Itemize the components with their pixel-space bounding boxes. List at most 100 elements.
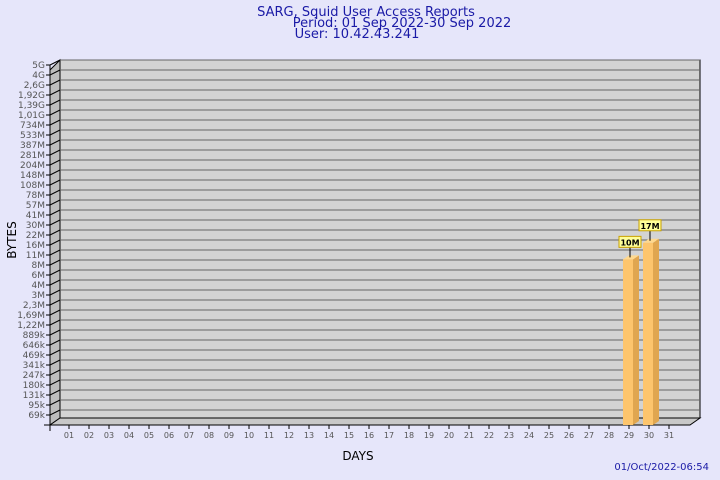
x-tick-label: 17 bbox=[384, 431, 394, 440]
x-tick-label: 01 bbox=[64, 431, 74, 440]
y-tick-diagonal bbox=[49, 179, 61, 186]
y-tick-diagonal bbox=[49, 59, 61, 66]
y-tick-label: 3M bbox=[32, 291, 46, 301]
y-tick-diagonal bbox=[49, 89, 61, 96]
y-tick-diagonal bbox=[49, 309, 61, 316]
x-tick-label: 22 bbox=[484, 431, 494, 440]
y-tick-diagonal bbox=[49, 329, 61, 336]
y-tick-label: 889k bbox=[23, 331, 46, 341]
timestamp: 01/Oct/2022-06:54 bbox=[614, 462, 709, 473]
y-tick-diagonal bbox=[49, 269, 61, 276]
y-tick-diagonal bbox=[49, 369, 61, 376]
bar-value-label: 10M bbox=[620, 238, 639, 247]
y-tick-label: 1,22M bbox=[17, 321, 45, 331]
y-tick-label: 57M bbox=[26, 201, 45, 211]
y-tick-diagonal bbox=[49, 159, 61, 166]
x-tick-label: 21 bbox=[464, 431, 474, 440]
y-tick-label: 281M bbox=[20, 151, 45, 161]
x-axis-label: DAYS bbox=[342, 449, 373, 463]
x-tick-label: 30 bbox=[644, 431, 654, 440]
y-tick-label: 4M bbox=[32, 281, 46, 291]
y-tick-label: 6M bbox=[32, 271, 46, 281]
y-tick-diagonal bbox=[49, 149, 61, 156]
y-tick-diagonal bbox=[49, 289, 61, 296]
y-tick-diagonal bbox=[49, 409, 61, 416]
plot-floor bbox=[48, 417, 702, 426]
y-tick-label: 69k bbox=[28, 411, 45, 421]
y-tick-diagonal bbox=[49, 69, 61, 76]
y-tick-label: 108M bbox=[20, 181, 45, 191]
y-tick-diagonal bbox=[49, 239, 61, 246]
x-tick-label: 13 bbox=[304, 431, 314, 440]
y-tick-label: 78M bbox=[26, 191, 45, 201]
y-tick-label: 387M bbox=[20, 141, 45, 151]
y-tick-label: 41M bbox=[26, 211, 45, 221]
y-tick-diagonal bbox=[49, 139, 61, 146]
y-tick-label: 148M bbox=[20, 171, 45, 181]
x-tick-label: 28 bbox=[604, 431, 614, 440]
y-tick-label: 646k bbox=[23, 341, 46, 351]
bar-side bbox=[653, 238, 659, 425]
plot-area bbox=[59, 59, 701, 419]
y-tick-label: 1,39G bbox=[18, 101, 45, 111]
y-tick-diagonal bbox=[49, 219, 61, 226]
y-tick-diagonal bbox=[49, 279, 61, 286]
y-tick-label: 469k bbox=[23, 351, 46, 361]
chart-user: User: 10.42.43.241 bbox=[295, 27, 420, 42]
x-tick-label: 10 bbox=[244, 431, 254, 440]
y-tick-label: 131k bbox=[23, 391, 46, 401]
y-tick-label: 533M bbox=[20, 131, 45, 141]
bar-side bbox=[633, 255, 639, 425]
y-tick-diagonal bbox=[49, 359, 61, 366]
y-tick-diagonal bbox=[49, 109, 61, 116]
y-tick-diagonal bbox=[49, 119, 61, 126]
y-tick-label: 204M bbox=[20, 161, 45, 171]
y-tick-diagonal bbox=[49, 259, 61, 266]
x-tick-label: 06 bbox=[164, 431, 174, 440]
y-tick-label: 2,3M bbox=[23, 301, 45, 311]
y-tick-label: 4G bbox=[32, 71, 45, 81]
x-tick-label: 11 bbox=[264, 431, 274, 440]
y-tick-diagonal bbox=[49, 299, 61, 306]
bar-value-label: 17M bbox=[640, 222, 659, 231]
y-tick-label: 8M bbox=[32, 261, 46, 271]
x-tick-label: 25 bbox=[544, 431, 554, 440]
x-tick-label: 20 bbox=[444, 431, 454, 440]
y-tick-label: 16M bbox=[26, 241, 45, 251]
x-tick-label: 27 bbox=[584, 431, 594, 440]
x-tick-label: 16 bbox=[364, 431, 374, 440]
x-tick-label: 07 bbox=[184, 431, 194, 440]
y-tick-label: 1,69M bbox=[17, 311, 45, 321]
y-tick-diagonal bbox=[49, 99, 61, 106]
y-tick-diagonal bbox=[49, 249, 61, 256]
y-tick-label: 1,92G bbox=[18, 91, 45, 101]
y-tick-label: 247k bbox=[23, 371, 46, 381]
y-tick-diagonal bbox=[49, 339, 61, 346]
bar-label-box bbox=[618, 235, 642, 248]
y-axis-label: BYTES bbox=[5, 221, 19, 258]
bar-label-box bbox=[638, 219, 662, 232]
x-tick-label: 31 bbox=[664, 431, 674, 440]
bar-top bbox=[643, 238, 659, 243]
y-tick-diagonal bbox=[49, 399, 61, 406]
y-tick-label: 1,01G bbox=[18, 111, 45, 121]
x-tick-label: 02 bbox=[84, 431, 94, 440]
y-tick-diagonal bbox=[49, 209, 61, 216]
x-tick-label: 26 bbox=[564, 431, 574, 440]
x-tick-label: 23 bbox=[504, 431, 514, 440]
y-tick-diagonal bbox=[49, 199, 61, 206]
y-tick-diagonal bbox=[49, 319, 61, 326]
x-tick-label: 08 bbox=[204, 431, 214, 440]
x-tick-label: 18 bbox=[404, 431, 414, 440]
y-tick-label: 5G bbox=[32, 61, 45, 71]
y-tick-label: 341k bbox=[23, 361, 46, 371]
chart-title: SARG, Squid User Access Reports bbox=[257, 5, 475, 20]
x-tick-label: 24 bbox=[524, 431, 534, 440]
y-tick-label: 734M bbox=[20, 121, 45, 131]
x-tick-label: 03 bbox=[104, 431, 114, 440]
y-tick-diagonal bbox=[49, 229, 61, 236]
y-tick-diagonal bbox=[49, 129, 61, 136]
y-tick-label: 95k bbox=[28, 401, 45, 411]
